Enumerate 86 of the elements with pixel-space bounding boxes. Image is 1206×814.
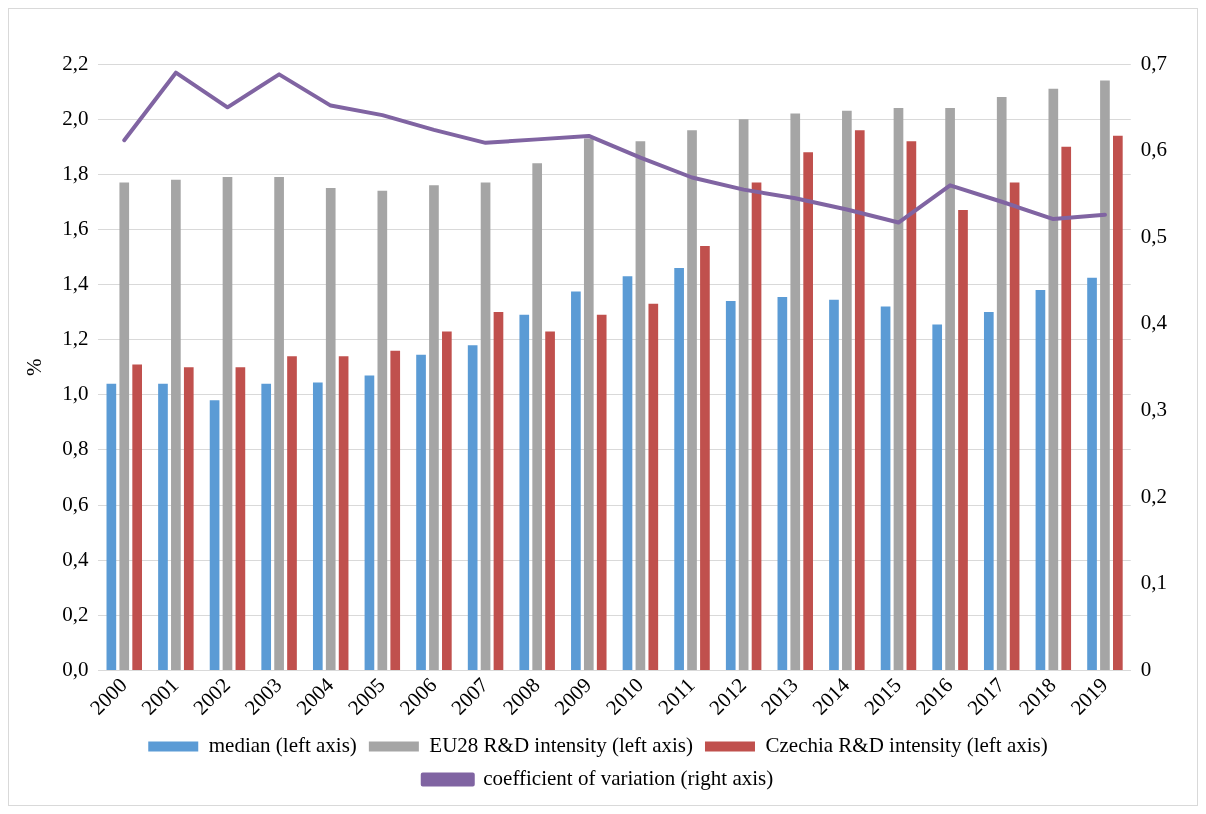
y-tick-label: 0,2 (62, 601, 89, 626)
bar (171, 179, 181, 670)
bar (467, 345, 478, 670)
bar (932, 324, 943, 670)
bar (996, 97, 1007, 670)
bar (880, 306, 891, 670)
bar (622, 276, 633, 670)
bar (1113, 135, 1123, 670)
y-tick-label: 1,4 (62, 271, 89, 296)
bar (571, 291, 581, 670)
y2-tick-label: 0,2 (1140, 483, 1167, 508)
bar (183, 367, 194, 670)
legend-label: EU28 R&D intensity (left axis) (429, 733, 693, 758)
y2-tick-label: 0,3 (1140, 397, 1167, 422)
bar (829, 299, 839, 670)
bar (1061, 146, 1072, 670)
bar (1100, 80, 1110, 670)
legend-label: coefficient of variation (right axis) (483, 766, 774, 791)
bar (983, 312, 994, 670)
bar (635, 141, 646, 670)
bar (519, 314, 530, 670)
bar (906, 141, 917, 670)
bar (751, 182, 762, 670)
bar (725, 301, 736, 670)
bar (1009, 182, 1020, 670)
y2-tick-label: 0,7 (1140, 50, 1167, 75)
y-tick-label: 2,0 (62, 105, 89, 130)
bar (545, 331, 555, 670)
bar (674, 268, 684, 670)
bar (854, 130, 865, 670)
y-tick-label: 1,6 (62, 215, 89, 240)
bar (532, 163, 543, 670)
bar (158, 383, 168, 670)
bar (493, 312, 504, 670)
bar (700, 245, 710, 670)
y2-tick-label: 0,6 (1140, 137, 1167, 162)
legend-label: median (left axis) (208, 733, 357, 758)
bar (893, 108, 904, 670)
y-tick-label: 1,2 (62, 326, 89, 351)
y-tick-label: 1,8 (62, 160, 89, 185)
y-tick-label: 0,0 (62, 657, 89, 681)
bar (1048, 88, 1059, 670)
bar (958, 210, 968, 670)
y-tick-label: 0,6 (62, 491, 89, 516)
bar (390, 350, 401, 670)
bar (803, 152, 813, 670)
bar (790, 113, 801, 670)
bar (261, 383, 272, 670)
bar (596, 314, 607, 670)
bar (222, 177, 233, 670)
bar (648, 303, 659, 670)
y-tick-label: 0,8 (62, 436, 89, 461)
bar (1087, 277, 1097, 670)
bar (106, 383, 117, 670)
bar (287, 356, 297, 670)
bar (1035, 290, 1046, 670)
y2-tick-label: 0 (1140, 657, 1152, 681)
legend-label: Czechia R&D intensity (left axis) (765, 733, 1048, 758)
y-tick-label: 1,0 (62, 381, 89, 406)
y2-tick-label: 0,1 (1140, 570, 1167, 595)
bar (377, 190, 388, 670)
bar (364, 375, 375, 670)
bar (687, 130, 697, 670)
bar (132, 364, 142, 670)
bar (945, 108, 955, 670)
bar (274, 177, 284, 670)
x-tick-label: 2001 (136, 672, 184, 720)
y-tick-label: 2,2 (62, 50, 89, 75)
bar (442, 331, 452, 670)
bar (738, 119, 749, 670)
bar (429, 185, 439, 670)
y2-tick-label: 0,4 (1140, 310, 1168, 335)
bar (842, 110, 852, 670)
bar (119, 182, 130, 670)
bar (235, 367, 246, 670)
bar (325, 188, 336, 670)
bar (416, 354, 426, 670)
bar (480, 182, 491, 670)
y-axis-title: % (22, 358, 47, 376)
bar (777, 296, 788, 670)
bar (583, 138, 594, 670)
y2-tick-label: 0,5 (1140, 223, 1167, 248)
bar (312, 382, 323, 670)
bar (338, 356, 349, 670)
y-tick-label: 0,4 (62, 546, 89, 571)
bar (209, 400, 220, 670)
